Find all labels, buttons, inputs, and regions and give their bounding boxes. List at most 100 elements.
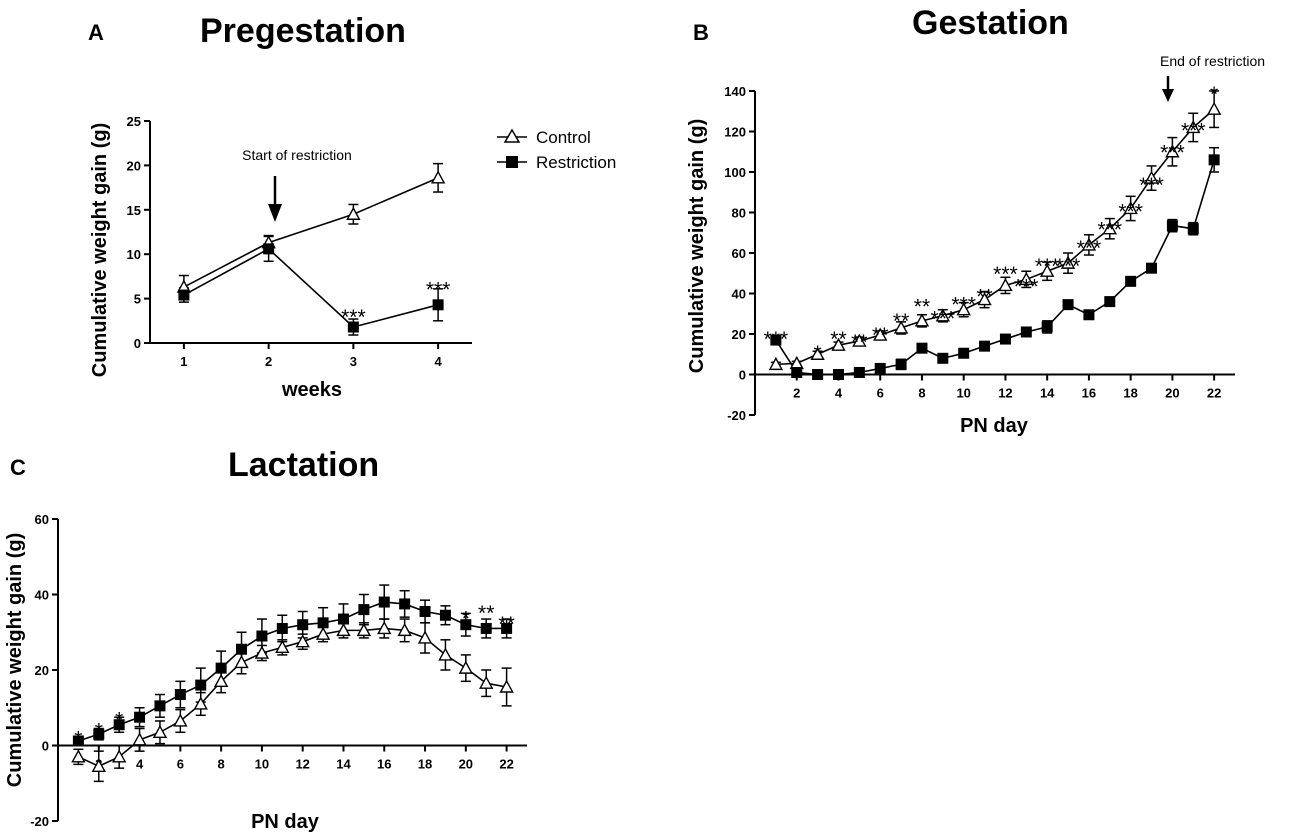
panel-c-x-tick-label: 8 — [218, 757, 225, 772]
panel-b-significance: *** — [1056, 255, 1081, 278]
panel-b-restriction-point — [1125, 275, 1137, 287]
panel-b-y-tick-label: -20 — [727, 408, 746, 423]
panel-c-control-point — [438, 647, 453, 661]
panel-b-restriction-point — [979, 340, 991, 352]
panel-a-restriction-point — [263, 243, 275, 255]
panel-b-significance: *** — [951, 294, 976, 317]
panel-b-control-point — [998, 277, 1013, 292]
panel-b-y-tick-label: 0 — [739, 368, 746, 383]
panel-c-restriction-point — [501, 622, 513, 634]
panel-c-control-point — [377, 621, 392, 635]
panel-b-significance: *** — [1160, 142, 1185, 165]
panel-c-significance: ** — [498, 613, 514, 636]
panel-b-significance: ** — [976, 285, 992, 308]
panel-c-restriction-point — [460, 619, 472, 631]
panel-b-restriction-point — [1146, 262, 1158, 274]
end-arrow — [1162, 76, 1174, 102]
panel-b-title: Gestation — [912, 4, 1069, 42]
panel-c-control-point — [132, 732, 147, 746]
panel-a-y-tick-label: 5 — [134, 292, 141, 307]
panel-b-restriction-point — [1187, 223, 1199, 235]
legend-restriction: Restriction — [497, 153, 616, 172]
panel-b-x-tick-label: 6 — [877, 386, 884, 401]
panel-b-xlabel: PN day — [960, 415, 1029, 437]
panel-b-letter: B — [693, 20, 709, 45]
panel-c-y-tick-label: 20 — [35, 663, 49, 678]
panel-b-restriction-point — [916, 342, 928, 354]
panel-c-control-point — [417, 630, 433, 644]
panel-b-restriction-point — [1062, 299, 1074, 311]
panel-c-control-point — [234, 654, 249, 669]
panel-c-control-point — [213, 673, 229, 688]
panel-c-significance: ** — [478, 602, 494, 625]
panel-c-control-point — [254, 645, 270, 659]
panel-c-control-point — [295, 634, 310, 648]
panel-a-ylabel: Cumulative weight gain (g) — [89, 123, 111, 377]
panel-a-control-point — [346, 206, 361, 220]
panel-b-significance: *** — [993, 263, 1018, 286]
panel-b-restriction-point — [853, 366, 865, 378]
panel-b-significance: *** — [1118, 200, 1143, 223]
panel-b-annotation: End of restriction — [1160, 53, 1265, 69]
panel-a-x-tick-label: 2 — [265, 354, 272, 369]
panel-b-x-tick-label: 16 — [1082, 386, 1096, 401]
panel-c-control-point — [336, 622, 351, 637]
panel-b-y-tick-label: 140 — [724, 84, 746, 99]
panel-c-restriction-point — [113, 719, 125, 731]
panel-c-control-point — [193, 696, 208, 710]
panel-b-significance: *** — [1098, 219, 1123, 242]
panel-c-significance: * — [115, 709, 123, 732]
panel-c-restriction-point — [480, 622, 492, 634]
panel-a-x-tick-label: 4 — [434, 354, 442, 369]
panel-c-restriction-point — [72, 735, 84, 747]
panel-b-y-tick-label: 40 — [732, 287, 746, 302]
panel-b-control-point — [935, 308, 951, 322]
panel-a-control-line — [183, 177, 439, 288]
panel-b-restriction-point — [1041, 321, 1053, 333]
panel-b-control-point — [893, 320, 909, 334]
panel-c-x-tick-label: 18 — [418, 757, 432, 772]
legend-control-label: Control — [536, 128, 591, 147]
panel-b-significance: ** — [851, 331, 867, 354]
panel-c-x-tick-label: 6 — [177, 757, 184, 772]
panel-c-restriction-point — [215, 662, 227, 674]
panel-b-y-tick-label: 120 — [724, 125, 746, 140]
panel-b-x-tick-label: 22 — [1207, 386, 1221, 401]
panel-c-control-line — [78, 627, 507, 768]
panel-a-significance: *** — [426, 279, 451, 302]
panel-b-control-point — [810, 346, 825, 360]
panel-b-control-point — [1102, 221, 1117, 235]
panel-b-restriction-point — [874, 362, 886, 374]
panel-b-control-point — [1039, 263, 1055, 277]
panel-b-y-tick-label: 100 — [724, 165, 746, 180]
panel-c-significance: * — [74, 728, 82, 751]
panel-a-control-point — [430, 170, 446, 184]
panel-c-ylabel: Cumulative weight gain (g) — [4, 533, 26, 787]
panel-b-significance: ** — [914, 296, 930, 319]
panel-b-significance: * — [814, 342, 822, 365]
panel-b-control-point — [831, 337, 846, 351]
panel-a-annotation: Start of restriction — [242, 147, 352, 163]
panel-a-y-tick-label: 25 — [127, 114, 141, 129]
panel-a-xlabel: weeks — [281, 379, 342, 401]
panel-c-control-point — [458, 660, 474, 674]
panel-b-control-point — [914, 313, 930, 327]
panel-c-x-tick-label: 22 — [499, 757, 513, 772]
panel-c-restriction-point — [297, 619, 309, 631]
panel-c-y-tick-label: -20 — [30, 814, 49, 829]
panel-c-restriction-point — [134, 711, 146, 723]
panel-b-control-point — [1019, 271, 1034, 286]
panel-a-y-tick-label: 15 — [127, 203, 141, 218]
panel-b-restriction-point — [937, 352, 949, 364]
panel-b-significance: *** — [1035, 255, 1060, 278]
legend-restriction-label: Restriction — [536, 153, 616, 172]
panel-c-restriction-point — [174, 689, 186, 701]
panel-c-restriction-point — [195, 679, 207, 691]
panel-b-y-tick-label: 80 — [732, 206, 746, 221]
panel-c-control-point — [111, 749, 127, 763]
panel-b-significance: ** — [893, 310, 909, 333]
panel-b-restriction-point — [1083, 309, 1095, 321]
panel-b-y-tick-label: 20 — [732, 327, 746, 342]
panel-b-restriction-point — [832, 369, 844, 380]
panel-a-y-tick-label: 10 — [127, 247, 141, 262]
